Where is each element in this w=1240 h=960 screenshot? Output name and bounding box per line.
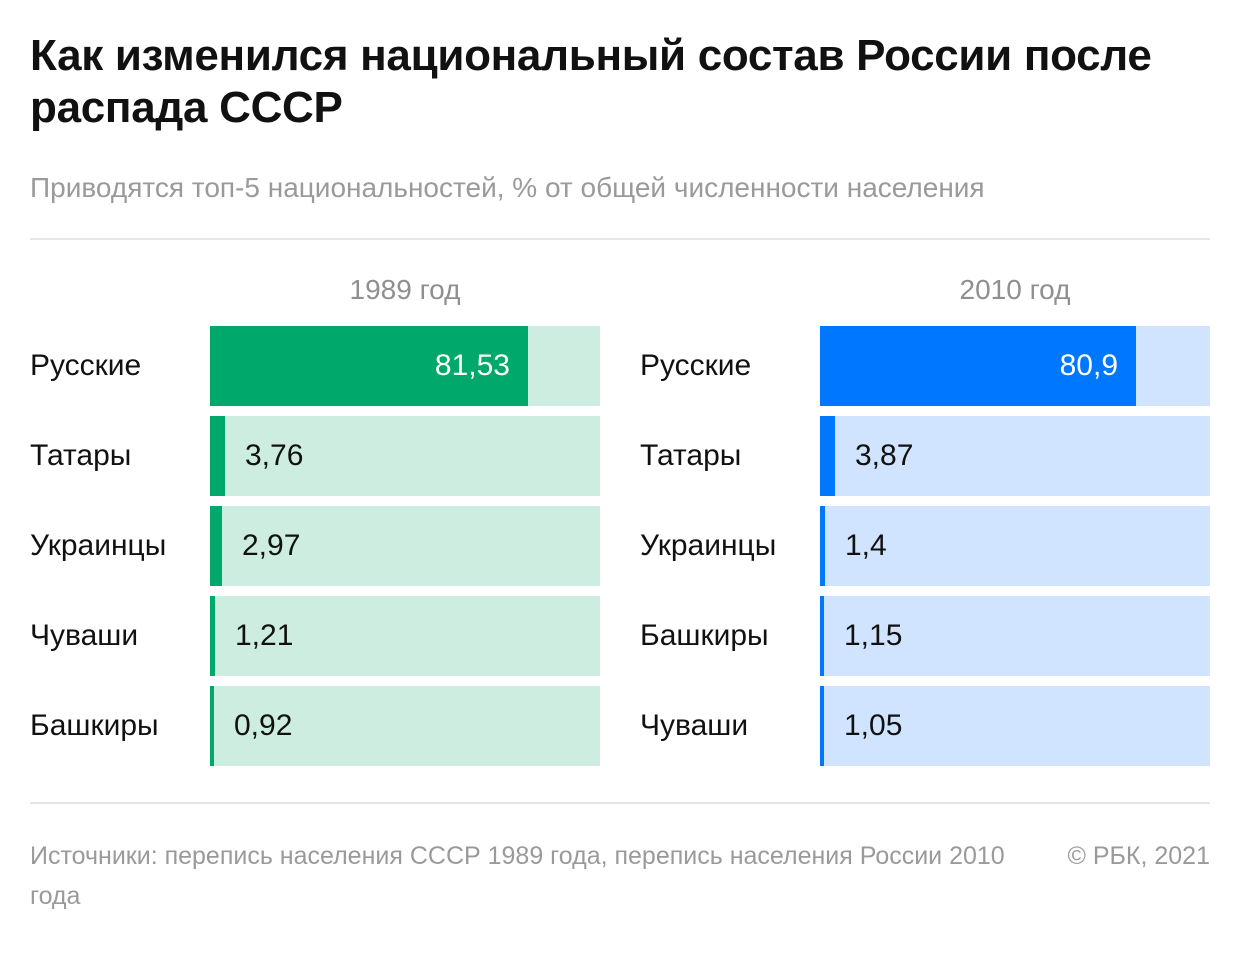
- bar-track: 1,15: [820, 596, 1210, 676]
- bar-track: 0,92: [210, 686, 600, 766]
- bar-row: Татары 3,87: [640, 416, 1210, 496]
- data-label: 80,9: [1059, 349, 1118, 382]
- bar-track: 1,4: [820, 506, 1210, 586]
- data-label: 3,87: [855, 439, 914, 472]
- category-label: Русские: [640, 349, 752, 382]
- top-divider: [30, 238, 1210, 240]
- year-label-1989: 1989 год: [349, 274, 461, 305]
- data-label: 1,15: [844, 619, 903, 652]
- panel-2010: 2010 год Русские 80,9 Татары 3,87 Украинцы 1,…: [640, 268, 1210, 768]
- bar-row: Русские 81,53: [30, 326, 600, 406]
- bar: [210, 416, 225, 496]
- bar-track: 3,76: [210, 416, 600, 496]
- bar-row: Чуваши 1,21: [30, 596, 600, 676]
- bar: [210, 326, 528, 406]
- bar-row: Татары 3,76: [30, 416, 600, 496]
- bar: [820, 326, 1136, 406]
- data-label: 81,53: [434, 349, 510, 382]
- category-label: Украинцы: [640, 529, 777, 562]
- category-label: Башкиры: [30, 709, 159, 742]
- bar: [210, 506, 222, 586]
- bar-track: 1,21: [210, 596, 600, 676]
- category-label: Башкиры: [640, 619, 769, 652]
- category-label: Татары: [640, 439, 742, 472]
- category-label: Татары: [30, 439, 132, 472]
- bar: [210, 686, 214, 766]
- bar-row: Башкиры 0,92: [30, 686, 600, 766]
- data-label: 1,05: [844, 709, 903, 742]
- data-label: 1,4: [845, 529, 887, 562]
- data-label: 1,21: [235, 619, 294, 652]
- bar-row: Русские 80,9: [640, 326, 1210, 406]
- category-label: Украинцы: [30, 529, 167, 562]
- chart-subtitle: Приводятся топ-5 национальностей, % от о…: [30, 172, 985, 203]
- bar-row: Чуваши 1,05: [640, 686, 1210, 766]
- bar-row: Украинцы 1,4: [640, 506, 1210, 586]
- bar: [820, 506, 825, 586]
- bar: [210, 596, 215, 676]
- bar: [820, 416, 835, 496]
- bar-row: Башкиры 1,15: [640, 596, 1210, 676]
- copyright: © РБК, 2021: [1067, 842, 1210, 870]
- data-label: 0,92: [234, 709, 293, 742]
- bar-track: 80,9: [820, 326, 1210, 406]
- bar-track: 3,87: [820, 416, 1210, 496]
- bar-track: 81,53: [210, 326, 600, 406]
- category-label: Русские: [30, 349, 142, 382]
- panel-1989: 1989 год Русские 81,53 Татары 3,76 Украинцы 2…: [30, 268, 600, 768]
- category-label: Чуваши: [30, 619, 139, 652]
- bar-track: 1,05: [820, 686, 1210, 766]
- year-label-2010: 2010 год: [959, 274, 1071, 305]
- bottom-divider: [30, 802, 1210, 804]
- data-label: 2,97: [242, 529, 301, 562]
- chart-title: Как изменился национальный состав России…: [30, 31, 1152, 132]
- bar: [820, 686, 824, 766]
- bar: [820, 596, 824, 676]
- data-label: 3,76: [245, 439, 304, 472]
- bar-track: 2,97: [210, 506, 600, 586]
- bar-row: Украинцы 2,97: [30, 506, 600, 586]
- category-label: Чуваши: [640, 709, 749, 742]
- source-note: Источники: перепись населения СССР 1989 …: [30, 842, 1005, 910]
